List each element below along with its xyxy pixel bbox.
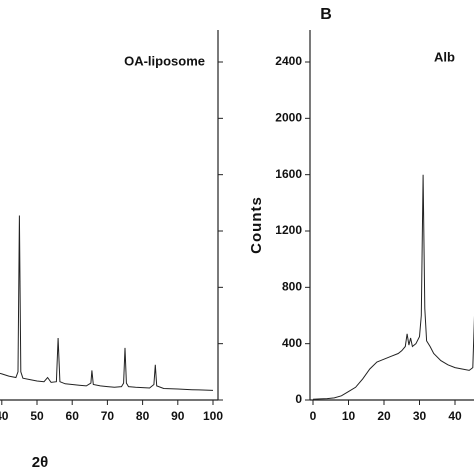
x-tick-label: 40 xyxy=(448,409,462,423)
y-axis-label: Counts xyxy=(248,196,265,254)
x-tick-label: 20 xyxy=(377,409,391,423)
panel-label: B xyxy=(320,6,332,23)
x-axis-label: 2θ xyxy=(32,454,48,471)
data-line xyxy=(0,215,214,391)
y-tick-label: 2400 xyxy=(275,54,302,68)
x-tick-label: 0 xyxy=(310,409,317,423)
annotation: Alb xyxy=(434,49,455,64)
x-tick-label: 100 xyxy=(203,409,223,423)
y-tick-label: 1200 xyxy=(275,223,302,237)
x-tick-label: 60 xyxy=(66,409,80,423)
x-tick-label: 90 xyxy=(171,409,185,423)
x-tick-label: 30 xyxy=(413,409,427,423)
y-tick-label: 800 xyxy=(282,280,302,294)
x-tick-label: 50 xyxy=(30,409,44,423)
x-tick-label: 70 xyxy=(101,409,115,423)
x-tick-label: 40 xyxy=(0,409,9,423)
y-tick-label: 0 xyxy=(295,392,302,406)
y-tick-label: 1600 xyxy=(275,167,302,181)
x-tick-label: 10 xyxy=(342,409,356,423)
annotation: OA-liposome xyxy=(124,53,205,68)
y-tick-label: 2000 xyxy=(275,111,302,125)
x-tick-label: 80 xyxy=(136,409,150,423)
y-tick-label: 400 xyxy=(282,336,302,350)
data-line xyxy=(312,174,474,400)
